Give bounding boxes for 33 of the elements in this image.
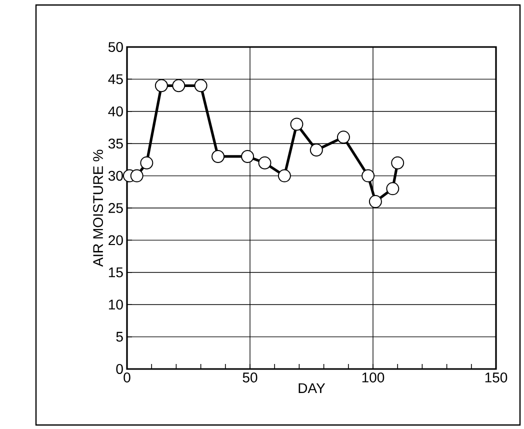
point <box>278 169 291 182</box>
x-tick-label: 150 <box>485 372 508 382</box>
point <box>212 150 225 163</box>
y-tick-label: 30 <box>108 170 123 181</box>
y-tick-label: 20 <box>108 235 123 246</box>
point <box>258 156 272 170</box>
point <box>362 169 375 182</box>
y-tick-label: 40 <box>108 106 123 116</box>
point <box>241 150 254 163</box>
y-axis-title: AIR MOISTURE % <box>93 150 104 267</box>
x-axis-title: DAY <box>298 383 326 393</box>
y-tick-label: 5 <box>116 332 123 342</box>
y-tick-label: 15 <box>108 268 123 278</box>
y-tick-label: 35 <box>108 138 123 149</box>
point <box>130 169 144 182</box>
x-tick-label: 0 <box>124 372 130 382</box>
y-tick-label: 45 <box>108 74 123 84</box>
y-tick-label: 0 <box>116 364 123 374</box>
point <box>391 156 404 170</box>
point <box>336 130 350 144</box>
point <box>310 144 323 157</box>
y-tick-label: 10 <box>108 300 123 310</box>
point <box>368 195 382 208</box>
point <box>172 79 186 92</box>
point <box>290 118 304 131</box>
y-tick-label: 50 <box>108 42 123 52</box>
x-tick-label: 50 <box>242 372 258 382</box>
point <box>386 182 400 196</box>
x-tick-label: 100 <box>362 372 384 382</box>
point <box>154 79 168 92</box>
y-tick-label: 25 <box>108 203 123 213</box>
point <box>194 79 208 92</box>
point <box>140 156 154 170</box>
